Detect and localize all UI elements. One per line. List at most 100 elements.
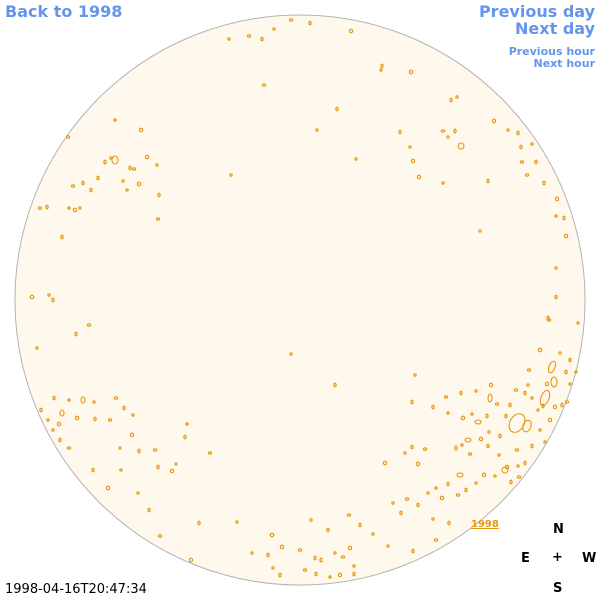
contour-speck (439, 495, 445, 501)
contour-speck (467, 452, 473, 456)
contour-speck (272, 27, 276, 31)
contour-speck (45, 204, 49, 210)
contour-loop (547, 360, 557, 374)
contour-speck (371, 532, 375, 536)
contour-speck (109, 156, 113, 160)
contour-speck (408, 145, 412, 149)
contour-speck (352, 571, 356, 577)
contour-speck (440, 129, 446, 133)
contour-speck (504, 413, 508, 419)
contour-speck (410, 158, 416, 164)
contour-speck (169, 468, 175, 474)
contour-speck (309, 518, 313, 522)
contour-loop (522, 419, 532, 433)
contour-speck (314, 571, 318, 577)
contour-speck (568, 357, 572, 363)
contour-speck (67, 206, 71, 210)
contour-speck (197, 520, 201, 526)
contour-speck (72, 207, 78, 213)
magnetic-contours (59, 142, 558, 478)
contour-speck (398, 129, 402, 135)
contour-speck (78, 206, 82, 210)
next-hour-link[interactable]: Next hour (533, 57, 596, 70)
contour-speck (509, 479, 513, 485)
contour-loop (59, 409, 65, 417)
contour-speck (544, 381, 550, 387)
compass-east: E (521, 551, 530, 566)
contour-speck (470, 412, 474, 416)
contour-speck (446, 481, 450, 487)
compass-center-cross: + (552, 550, 563, 565)
contour-speck (404, 497, 410, 501)
contour-speck (536, 408, 540, 412)
contour-speck (386, 544, 390, 548)
contour-speck (498, 433, 502, 439)
contour-speck (121, 179, 125, 183)
contour-speck (340, 555, 346, 559)
next-day-link[interactable]: Next day (515, 19, 595, 38)
contour-speck (93, 416, 97, 422)
contour-speck (403, 451, 407, 455)
contour-speck (516, 130, 520, 136)
contour-speck (328, 575, 332, 579)
contour-speck (380, 63, 384, 69)
contour-speck (530, 142, 534, 146)
contour-speck (347, 545, 353, 551)
contour-speck (157, 192, 161, 198)
contour-speck (155, 217, 161, 221)
contour-speck (279, 544, 285, 550)
contour-speck (103, 159, 107, 165)
contour-speck (136, 181, 142, 187)
contour-loop (457, 142, 465, 150)
contour-speck (157, 534, 163, 538)
contour-speck (288, 18, 294, 22)
contour-speck (486, 443, 490, 449)
contour-speck (118, 446, 122, 450)
contour-speck (155, 163, 159, 167)
contour-speck (564, 369, 568, 375)
contour-loop (111, 155, 119, 165)
contour-speck (35, 346, 39, 350)
contour-speck (530, 396, 534, 400)
contour-speck (410, 399, 414, 405)
contour-loop (550, 376, 558, 388)
contour-speck (543, 440, 547, 444)
contour-speck (562, 215, 566, 221)
contour-speck (554, 294, 558, 300)
contour-speck (39, 407, 43, 413)
contour-speck (486, 178, 490, 184)
contour-speck (46, 418, 50, 422)
contour-speck (352, 564, 356, 568)
contour-speck (413, 373, 417, 377)
previous-hour-link[interactable]: Previous hour (508, 45, 595, 58)
contour-speck (271, 566, 275, 570)
contour-speck (96, 175, 100, 181)
contour-speck (302, 568, 308, 572)
contour-speck (89, 187, 93, 193)
year-link[interactable]: 1998 (471, 519, 499, 530)
contour-speck (541, 403, 545, 409)
contour-speck (358, 522, 362, 528)
contour-speck (416, 502, 420, 508)
contour-speck (348, 28, 354, 34)
contour-speck (131, 167, 137, 171)
contour-speck (446, 135, 450, 139)
contour-speck (422, 447, 428, 451)
contour-speck (558, 351, 562, 355)
back-to-year-link[interactable]: Back to 1998 (5, 2, 123, 21)
contour-speck (137, 448, 141, 454)
contour-speck (144, 154, 150, 160)
contour-speck (563, 233, 569, 239)
contour-speck (516, 475, 522, 479)
contour-speck (546, 315, 550, 321)
contour-speck (516, 464, 520, 468)
contour-speck (497, 453, 501, 457)
contour-speck (47, 293, 51, 297)
previous-day-link[interactable]: Previous day (478, 2, 595, 21)
contour-speck (504, 464, 510, 470)
contour-speck (542, 180, 546, 186)
contour-speck (105, 485, 111, 491)
contour-speck (382, 460, 388, 466)
contour-speck (91, 467, 95, 473)
